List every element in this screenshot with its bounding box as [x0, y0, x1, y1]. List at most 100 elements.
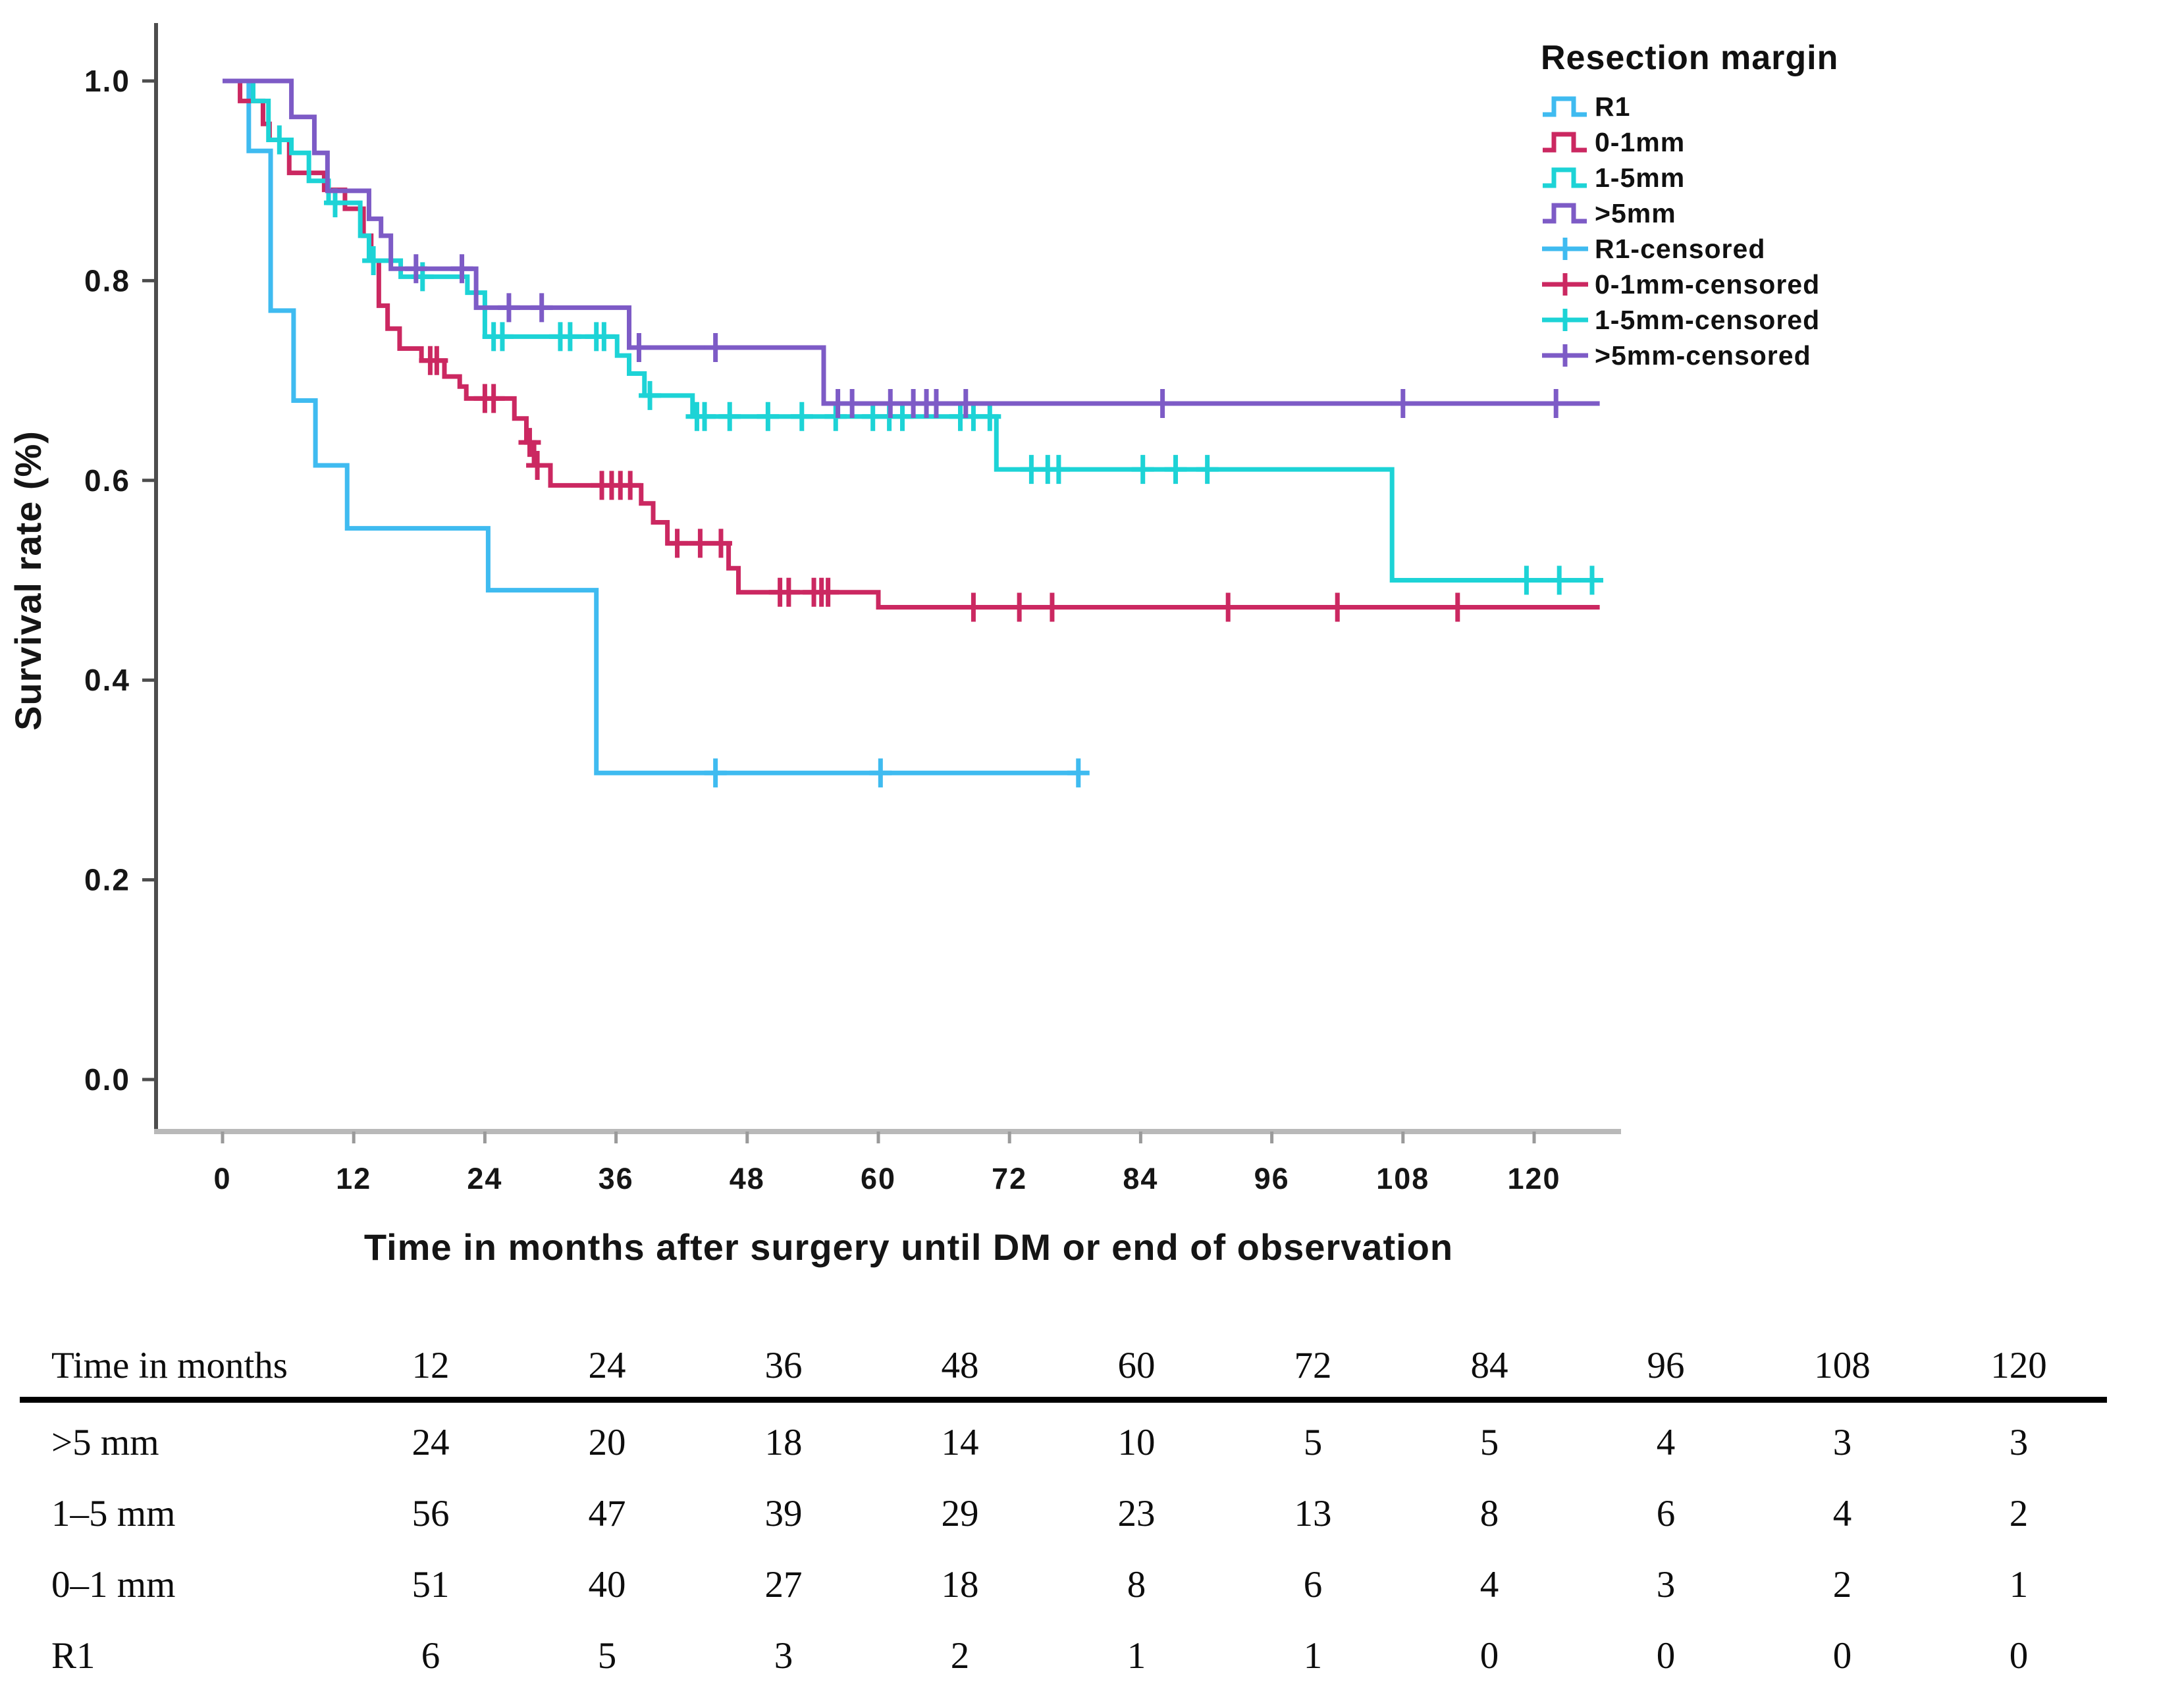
risk-table-value-0-1-mm-48: 18 — [941, 1563, 979, 1605]
risk-table-value-0-1-mm-120: 1 — [2009, 1563, 2029, 1605]
y-tick-label: 0.2 — [84, 863, 130, 897]
y-tick-label: 1.0 — [84, 64, 130, 98]
x-tick-label: 48 — [730, 1162, 765, 1195]
y-tick-label: 0.6 — [84, 463, 130, 498]
y-tick-label: 0.8 — [84, 263, 130, 298]
legend-item-label: R1-censored — [1595, 233, 1766, 264]
risk-table-value-r1-84: 0 — [1479, 1634, 1499, 1677]
legend-item-label: 1-5mm-censored — [1595, 304, 1821, 335]
x-tick-label: 84 — [1123, 1162, 1158, 1195]
legend-item-0-1mm: 0-1mm — [1541, 126, 1838, 157]
risk-table-value--5-mm-24: 20 — [588, 1421, 626, 1463]
risk-table-value-0-1-mm-24: 40 — [588, 1563, 626, 1605]
x-tick-label: 24 — [467, 1162, 502, 1195]
legend-item-1-5mm: 1-5mm — [1541, 162, 1838, 193]
number-at-risk-table: Time in months 12 24 36 48 60 72 84 96 108 120 >5 m… — [20, 1335, 2107, 1691]
x-axis-title: Time in months after surgery until DM or… — [363, 1226, 1454, 1268]
risk-table-value-0-1-mm-60: 8 — [1127, 1563, 1146, 1605]
risk-table-value--5-mm-84: 5 — [1479, 1421, 1499, 1463]
legend-title: Resection margin — [1541, 39, 1839, 77]
legend-item-label: >5mm-censored — [1595, 340, 1811, 371]
x-tick-label: 120 — [1507, 1162, 1560, 1195]
risk-table-value--5-mm-72: 5 — [1303, 1421, 1323, 1463]
risk-table-time-108: 108 — [1814, 1344, 1871, 1386]
risk-table-value-1-5-mm-60: 23 — [1117, 1492, 1156, 1534]
x-tick-label: 0 — [213, 1162, 231, 1195]
censor-marks-1-5mm — [268, 125, 1603, 595]
legend-item-r1-censored: R1-censored — [1541, 233, 1838, 264]
legend-item-r1: R1 — [1541, 91, 1838, 122]
legend-line-swatch — [1543, 167, 1587, 188]
risk-table-value-1-5-mm-120: 2 — [2009, 1492, 2029, 1534]
risk-table-time-60: 60 — [1117, 1344, 1156, 1386]
y-tick-label: 0.4 — [84, 663, 130, 697]
risk-table-value--5-mm-36: 18 — [764, 1421, 803, 1463]
x-tick-label: 12 — [336, 1162, 371, 1195]
risk-table-value-r1-108: 0 — [1832, 1634, 1852, 1677]
risk-table-header-label: Time in months — [51, 1344, 288, 1386]
risk-table-value--5-mm-12: 24 — [412, 1421, 450, 1463]
km-curve-r1 — [223, 78, 1079, 775]
risk-table-time-84: 84 — [1470, 1344, 1508, 1386]
risk-table-row-label: 0–1 mm — [51, 1563, 176, 1605]
risk-table-value-1-5-mm-12: 56 — [412, 1492, 450, 1534]
risk-table-time-24: 24 — [588, 1344, 626, 1386]
risk-table-value--5-mm-108: 3 — [1832, 1421, 1852, 1463]
y-axis-title: Survival rate (%) — [7, 430, 49, 731]
risk-table-value-1-5-mm-72: 13 — [1294, 1492, 1332, 1534]
risk-table-value-r1-48: 2 — [950, 1634, 970, 1677]
risk-table-value-0-1-mm-108: 2 — [1832, 1563, 1852, 1605]
censor-marks--5mm — [404, 254, 1568, 418]
risk-table-value-0-1-mm-96: 3 — [1656, 1563, 1676, 1605]
risk-table-time-12: 12 — [412, 1344, 450, 1386]
risk-table-value--5-mm-120: 3 — [2009, 1421, 2029, 1463]
risk-table-time-120: 120 — [1990, 1344, 2047, 1386]
risk-table-value-r1-12: 6 — [421, 1634, 440, 1677]
risk-table-value-r1-96: 0 — [1656, 1634, 1676, 1677]
legend-item-0-1mm-censored: 0-1mm-censored — [1541, 269, 1838, 300]
legend-item-label: R1 — [1595, 91, 1631, 122]
risk-table-value-r1-72: 1 — [1303, 1634, 1323, 1677]
legend-line-swatch — [1543, 203, 1587, 224]
legend-censor-swatch — [1542, 309, 1588, 331]
km-curve--5mm — [223, 78, 1600, 406]
censor-marks-r1 — [704, 758, 1090, 788]
x-tick-label: 36 — [599, 1162, 634, 1195]
km-curve-1-5mm — [223, 78, 1600, 583]
risk-table-value-r1-36: 3 — [774, 1634, 793, 1677]
risk-table-row-label: 1–5 mm — [51, 1492, 176, 1534]
legend-censor-swatch — [1542, 344, 1588, 367]
x-tick-label: 108 — [1376, 1162, 1429, 1195]
risk-table-value-0-1-mm-72: 6 — [1303, 1563, 1323, 1605]
censor-marks-0-1mm — [419, 346, 1469, 622]
legend-item-label: 0-1mm — [1595, 126, 1686, 157]
legend-item-1-5mm-censored: 1-5mm-censored — [1541, 304, 1838, 335]
risk-table-value-1-5-mm-24: 47 — [588, 1492, 626, 1534]
legend-item--5mm-censored: >5mm-censored — [1541, 340, 1838, 371]
risk-table-time-36: 36 — [764, 1344, 803, 1386]
risk-table-value--5-mm-96: 4 — [1656, 1421, 1676, 1463]
risk-table-value-1-5-mm-96: 6 — [1656, 1492, 1676, 1534]
risk-table-value-r1-120: 0 — [2009, 1634, 2029, 1677]
risk-table-value-r1-24: 5 — [597, 1634, 617, 1677]
risk-table-value-0-1-mm-84: 4 — [1479, 1563, 1499, 1605]
legend-line-swatch — [1543, 132, 1587, 153]
risk-table-rule — [20, 1397, 2107, 1403]
legend: Resection margin R1 0-1mm 1-5mm >5mm R1-cen… — [1541, 38, 1838, 377]
risk-table-value-1-5-mm-108: 4 — [1832, 1492, 1852, 1534]
legend-censor-swatch — [1542, 273, 1588, 296]
risk-table-time-96: 96 — [1647, 1344, 1685, 1386]
legend-item-label: 1-5mm — [1595, 162, 1686, 193]
risk-table-value-0-1-mm-36: 27 — [764, 1563, 803, 1605]
risk-table-row-label: R1 — [51, 1634, 95, 1677]
risk-table-value-1-5-mm-84: 8 — [1479, 1492, 1499, 1534]
risk-table-time-48: 48 — [941, 1344, 979, 1386]
legend-item-label: >5mm — [1595, 197, 1676, 228]
legend-item--5mm: >5mm — [1541, 197, 1838, 228]
survival-plot: 0.0 0.2 0.4 0.6 0.8 1.0 0 12 24 36 48 60 72 84 96 108 12… — [84, 23, 1621, 1195]
x-tick-label: 72 — [992, 1162, 1027, 1195]
x-tick-label: 96 — [1254, 1162, 1290, 1195]
legend-line-swatch — [1543, 96, 1587, 117]
risk-table-value-0-1-mm-12: 51 — [412, 1563, 450, 1605]
